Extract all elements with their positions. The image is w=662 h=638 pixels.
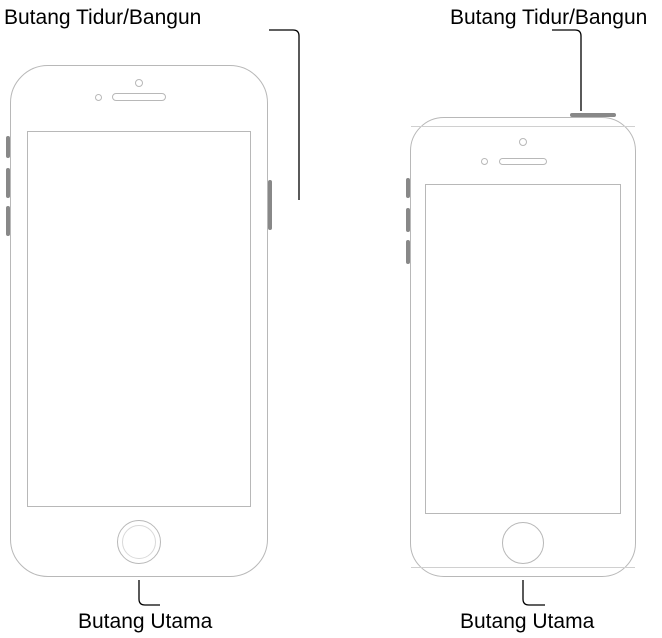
phone2-front-camera (519, 138, 527, 146)
phone1-sleepwake-button (268, 180, 272, 230)
callout-line-home-left (139, 580, 160, 605)
label-sleepwake-right: Butang Tidur/Bangun (450, 6, 647, 30)
phone1-sensor (95, 94, 102, 101)
phone1-screen (27, 131, 251, 507)
phone2-sensor (481, 158, 488, 165)
phone1-front-camera (135, 79, 143, 87)
label-home-left: Butang Utama (78, 610, 212, 634)
phone1-home-button (117, 520, 161, 564)
callout-line-home-right (523, 580, 545, 605)
phone2-top-band (411, 126, 635, 127)
phone2-screen (425, 184, 621, 514)
label-sleepwake-left: Butang Tidur/Bangun (4, 6, 201, 30)
label-home-right: Butang Utama (460, 610, 594, 634)
phone1-earpiece (112, 93, 166, 101)
phone2-home-button (502, 522, 544, 564)
callout-line-sleepwake-left (269, 30, 299, 200)
phone2-earpiece (499, 158, 547, 165)
phone-left (10, 65, 268, 577)
phone-right (410, 117, 636, 577)
phone2-bottom-band (411, 567, 635, 568)
callout-line-sleepwake-right (552, 30, 581, 111)
